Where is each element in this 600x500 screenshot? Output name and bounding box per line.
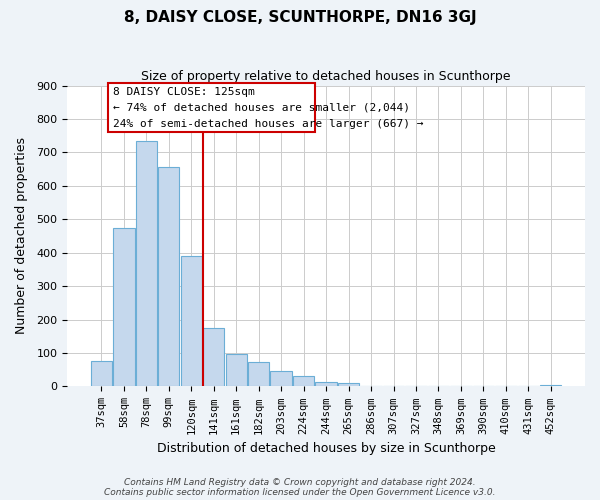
Bar [540, 385, 562, 386]
Title: Size of property relative to detached houses in Scunthorpe: Size of property relative to detached ho… [142, 70, 511, 83]
Bar [271, 372, 292, 386]
Bar [203, 328, 224, 386]
Bar [338, 383, 359, 386]
Bar [226, 354, 247, 386]
Bar [248, 362, 269, 386]
Bar [293, 376, 314, 386]
Text: ← 74% of detached houses are smaller (2,044): ← 74% of detached houses are smaller (2,… [113, 103, 410, 113]
Bar [181, 256, 202, 386]
Bar [316, 382, 337, 386]
Bar [91, 362, 112, 386]
Text: 8, DAISY CLOSE, SCUNTHORPE, DN16 3GJ: 8, DAISY CLOSE, SCUNTHORPE, DN16 3GJ [124, 10, 476, 25]
X-axis label: Distribution of detached houses by size in Scunthorpe: Distribution of detached houses by size … [157, 442, 496, 455]
Bar [158, 168, 179, 386]
Text: 24% of semi-detached houses are larger (667) →: 24% of semi-detached houses are larger (… [113, 119, 423, 129]
Text: Contains HM Land Registry data © Crown copyright and database right 2024.
Contai: Contains HM Land Registry data © Crown c… [104, 478, 496, 497]
Bar [136, 140, 157, 386]
FancyBboxPatch shape [108, 83, 315, 132]
Y-axis label: Number of detached properties: Number of detached properties [15, 138, 28, 334]
Text: 8 DAISY CLOSE: 125sqm: 8 DAISY CLOSE: 125sqm [113, 87, 254, 97]
Bar [113, 228, 134, 386]
